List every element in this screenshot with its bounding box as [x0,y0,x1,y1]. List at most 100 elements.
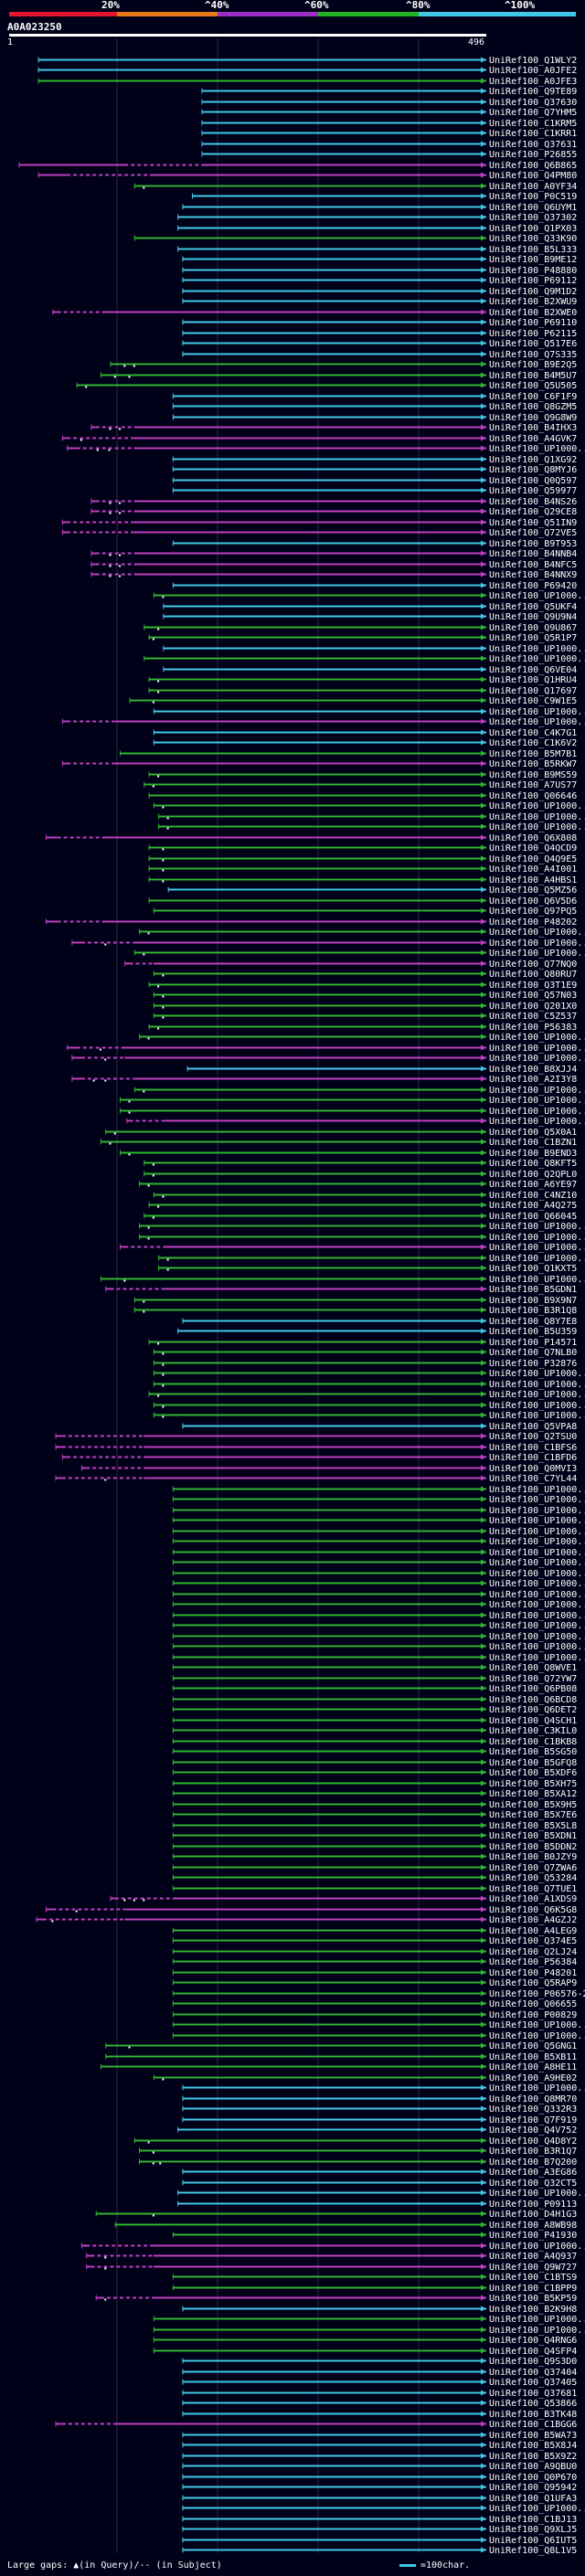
hit-label: UniRef100_A4LEG9 [489,1926,577,1936]
hit-label: UniRef100_C4K7G1 [489,728,577,738]
hit-end-arrow [481,1097,486,1103]
hit-label: UniRef100_B9T953 [489,539,577,549]
hit-end-arrow [481,1160,486,1166]
gap-marker [143,186,145,189]
hit-label: UniRef100_B5XA12 [489,1789,577,1799]
hit-end-arrow [481,582,486,588]
hit-label: UniRef100_B8XJJ4 [489,1065,577,1075]
hit-end-arrow [481,183,486,189]
gap-marker [104,1079,107,1082]
hit-end-arrow [481,1622,486,1628]
hit-end-arrow [481,309,486,315]
hit-end-arrow [481,750,486,757]
hit-label: UniRef100_UP1000... [489,2242,585,2252]
hit-label: UniRef100_A8HE11 [489,2062,577,2072]
hit-label: UniRef100_P48202 [489,917,577,928]
hit-end-arrow [481,2327,486,2333]
hit-label: UniRef100_Q37631 [489,140,577,150]
hit-end-arrow [481,1538,486,1544]
hit-label: UniRef100_UP1000... [489,1485,585,1495]
gap-marker [109,502,112,504]
hit-label: UniRef100_A8WB98 [489,2221,577,2231]
hit-end-arrow [481,1255,486,1261]
hit-label: UniRef100_UP1000... [489,938,585,949]
hit-end-arrow [481,2105,486,2112]
hit-end-arrow [481,1213,486,1219]
hit-label: UniRef100_Q1XG92 [489,455,577,465]
hit-label: UniRef100_A3EG86 [489,2168,577,2178]
hit-end-arrow [481,1307,486,1313]
hit-label: UniRef100_UP1000... [489,1600,585,1610]
hit-end-arrow [481,2526,486,2532]
gap-marker [162,869,165,872]
hit-end-arrow [481,550,486,557]
hit-end-arrow [481,970,486,977]
hit-end-arrow [481,1202,486,1208]
gap-marker [152,1174,154,1177]
hit-label: UniRef100_P0C519 [489,192,577,202]
hit-end-arrow [481,1937,486,1944]
hit-end-arrow [481,1391,486,1397]
hit-label: UniRef100_Q517E6 [489,339,577,349]
hit-end-arrow [481,2432,486,2438]
hit-end-arrow [481,2126,486,2133]
hit-end-arrow [481,477,486,483]
hit-label: UniRef100_Q6IUT5 [489,2536,577,2546]
hit-label: UniRef100_C1KRM5 [489,119,577,129]
hit-end-arrow [481,1265,486,1271]
gap-marker [147,1184,150,1187]
hit-label: UniRef100_P14571 [489,1338,577,1348]
hit-end-arrow [481,792,486,799]
hit-label: UniRef100_UP1000... [489,2031,585,2041]
gap-marker [162,2078,165,2081]
hit-end-arrow [481,1759,486,1765]
hit-label: UniRef100_Q5VPA8 [489,1422,577,1432]
hit-label: UniRef100_Q374E5 [489,1936,577,1946]
hit-end-arrow [481,225,486,231]
hit-label: UniRef100_Q66045 [489,1212,577,1222]
hit-end-arrow [481,1465,486,1471]
hit-label: UniRef100_Q4SCH1 [489,1716,577,1726]
hit-end-arrow [481,1360,486,1366]
hit-label: UniRef100_B3TK48 [489,2410,577,2420]
gap-marker [99,1048,101,1051]
hit-end-arrow [481,1012,486,1019]
hit-label: UniRef100_UP1000... [489,591,585,601]
hit-end-arrow [481,508,486,514]
hit-end-arrow [481,1780,486,1786]
hit-label: UniRef100_UP1000... [489,1516,585,1526]
hit-label: UniRef100_Q0Q597 [489,476,577,486]
hit-label: UniRef100_Q8MYJ6 [489,465,577,475]
identity-label-60: ^60% [304,0,329,11]
hit-end-arrow [481,1454,486,1460]
hit-end-arrow [481,634,486,641]
hit-label: UniRef100_Q6DET2 [489,1705,577,1715]
hit-label: UniRef100_P69112 [489,276,577,286]
hit-end-arrow [481,1549,486,1555]
hit-label: UniRef100_Q06646 [489,791,577,801]
scale-end: 496 [468,37,485,48]
hit-label: UniRef100_B2XWE0 [489,308,577,318]
hit-label: UniRef100_Q5UKF4 [489,602,577,612]
hit-end-arrow [481,1370,486,1376]
hit-end-arrow [481,1444,486,1450]
identity-bar-green [318,12,419,16]
identity-bar-red [9,12,117,16]
hit-label: UniRef100_Q5R1P7 [489,633,577,643]
gap-marker [119,428,122,430]
hit-label: UniRef100_UP1000... [489,2315,585,2325]
hit-label: UniRef100_Q95942 [489,2483,577,2493]
gap-marker [157,1342,160,1345]
hit-label: UniRef100_B5XDF6 [489,1768,577,1778]
hit-end-arrow [481,624,486,631]
hit-end-arrow [481,1244,486,1250]
gap-marker [162,859,165,862]
hit-end-arrow [481,1990,486,1997]
hit-label: UniRef100_Q6B865 [489,161,577,171]
hit-end-arrow [481,1727,486,1733]
hit-label: UniRef100_UP1000... [489,1401,585,1411]
hit-label: UniRef100_Q9XLJ5 [489,2525,577,2535]
hit-label: UniRef100_UP1000... [489,1033,585,1043]
gap-marker [162,995,165,998]
hit-label: UniRef100_Q06655 [489,1999,577,2009]
